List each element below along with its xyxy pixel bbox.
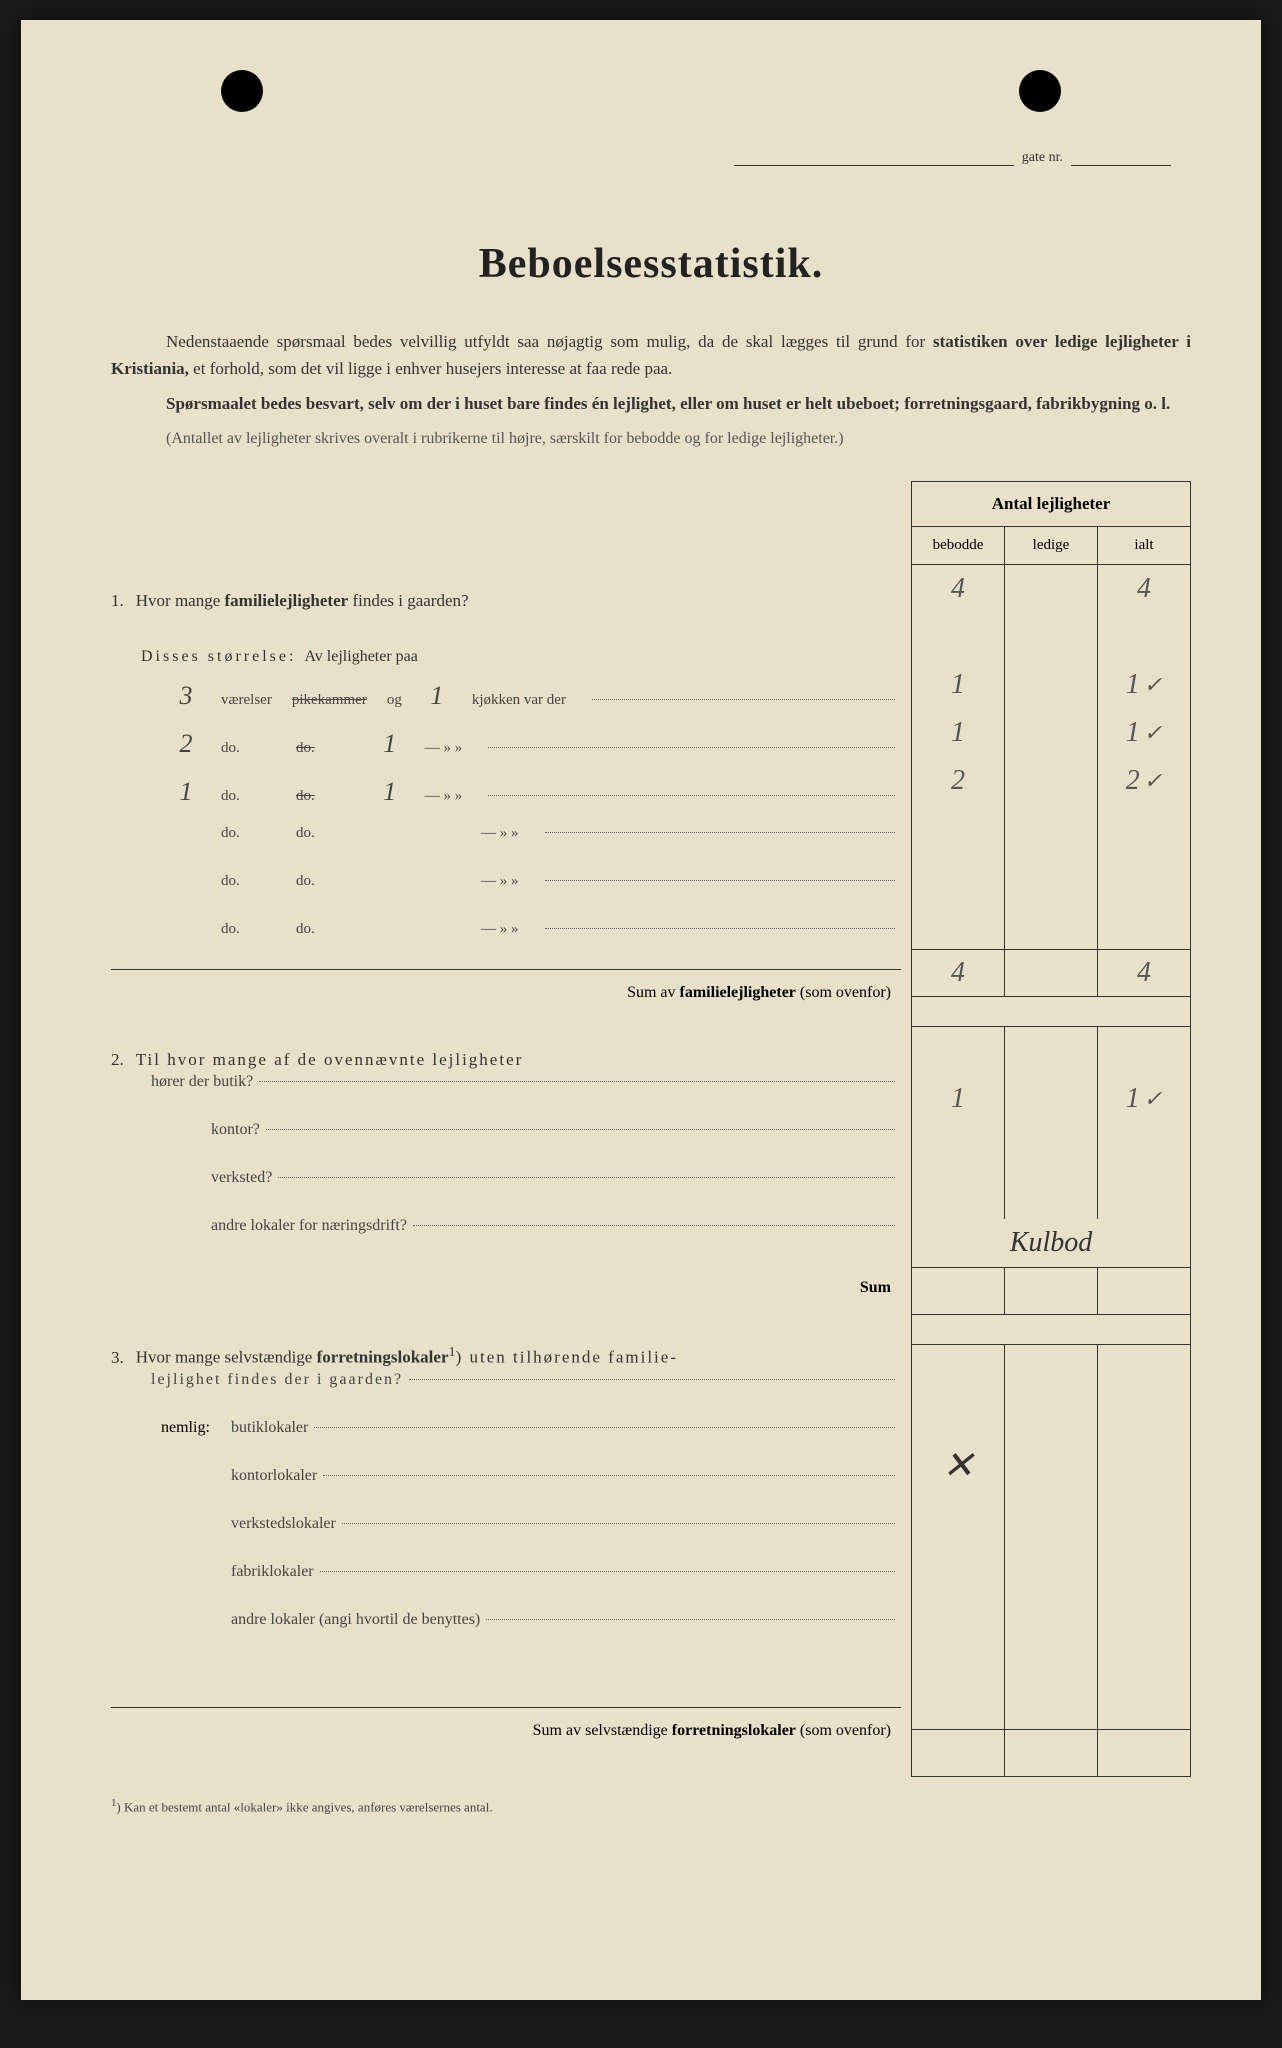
q3-verksted: verkstedslokaler <box>231 1515 901 1563</box>
q3-andre: andre lokaler (angi hvortil de benyttes) <box>231 1611 901 1659</box>
intro-paragraph-3: (Antallet av lejligheter skrives overalt… <box>111 426 1191 452</box>
question-2-line1: 2.Til hvor mange af de ovennævnte lejlig… <box>111 1046 901 1073</box>
nemlig-label: nemlig: <box>161 1419 210 1437</box>
q3-sum-label: Sum av selvstændige forretningslokaler (… <box>111 1707 901 1754</box>
intro-paragraph-1: Nedenstaaende spørsmaal bedes velvillig … <box>111 328 1191 382</box>
questions-column: 1.Hvor mange familielejligheter findes i… <box>111 481 911 1777</box>
question-2-line2: hører der butik? <box>151 1073 901 1121</box>
footnote: 1) Kan et bestemt antal «lokaler» ikke a… <box>111 1797 1191 1815</box>
table-header-title: Antal lejligheter <box>912 482 1190 527</box>
q1-subtitle: Disses størrelse: Av lejligheter paa <box>141 633 901 681</box>
data-table: Antal lejligheter bebodde ledige ialt 4 … <box>911 481 1191 1777</box>
q1-sum-label: Sum av familielejligheter (som ovenfor) <box>111 969 901 1016</box>
q3-butik: butiklokaler <box>231 1419 901 1467</box>
document-paper: gate nr. Beboelsesstatistik. Nedenstaaen… <box>21 20 1261 2000</box>
q3-cross-row: ✕ <box>912 1441 1190 1489</box>
question-3-line2: lejlighet findes der i gaarden? <box>151 1371 901 1419</box>
col-bebodde: bebodde <box>912 527 1005 564</box>
question-1: 1.Hvor mange familielejligheter findes i… <box>111 577 901 625</box>
q1-data-row-1: 1 1✓ <box>912 661 1190 709</box>
q1-data-row-2: 1 1✓ <box>912 709 1190 757</box>
gate-number-field: gate nr. <box>734 150 1171 166</box>
intro-paragraph-2: Spørsmaalet bedes besvart, selv om der i… <box>111 390 1191 417</box>
q1-row-4: do. do. — » » <box>171 825 901 873</box>
q2-andre-row: Kulbod <box>912 1219 1190 1267</box>
q2-verksted: verksted? <box>211 1169 901 1217</box>
q2-sum-label: Sum <box>111 1265 901 1311</box>
q1-row-5: do. do. — » » <box>171 873 901 921</box>
q1-row-6: do. do. — » » <box>171 921 901 969</box>
document-title: Beboelsesstatistik. <box>111 240 1191 288</box>
q3-fabrik: fabriklokaler <box>231 1563 901 1611</box>
q3-kontor: kontorlokaler <box>231 1467 901 1515</box>
punch-hole-right <box>1019 70 1061 112</box>
q1-data-row-3: 2 2✓ <box>912 757 1190 805</box>
q2-andre: andre lokaler for næringsdrift? <box>211 1217 901 1265</box>
q1-sum-row: 4 4 <box>912 949 1190 997</box>
q1-row-1: 3 værelser pikekammer og 1 kjøkken var d… <box>171 681 901 729</box>
q1-row-2: 2 do. do. 1 — » » <box>171 729 901 777</box>
q1-total-row: 4 4 <box>912 565 1190 613</box>
q2-butik-row: 1 1✓ <box>912 1075 1190 1123</box>
col-ialt: ialt <box>1098 527 1190 564</box>
q2-kontor: kontor? <box>211 1121 901 1169</box>
question-3-line1: 3.Hvor mange selvstændige forretningslok… <box>111 1341 901 1371</box>
punch-hole-left <box>221 70 263 112</box>
col-ledige: ledige <box>1005 527 1098 564</box>
q1-row-3: 1 do. do. 1 — » » <box>171 777 901 825</box>
